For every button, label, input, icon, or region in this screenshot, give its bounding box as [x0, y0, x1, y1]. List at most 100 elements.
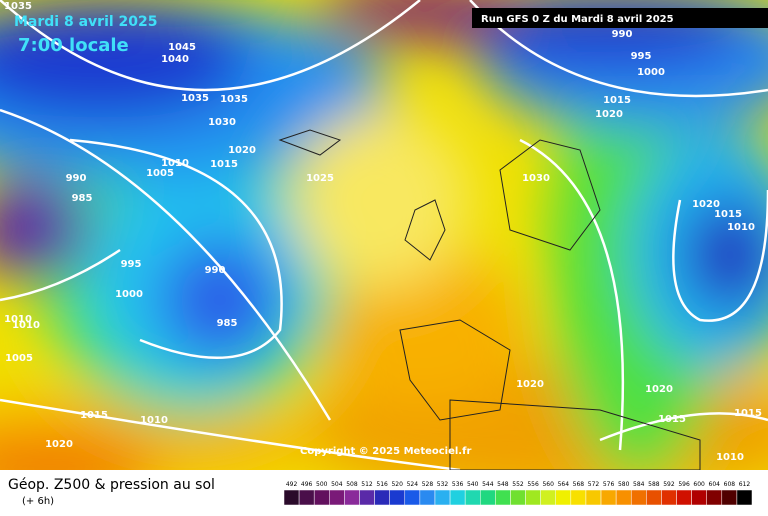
isobars — [0, 0, 768, 470]
isobar-label: 1005 — [146, 168, 174, 179]
run-info: Run GFS 0 Z du Mardi 8 avril 2025 — [481, 14, 674, 25]
isobar-label: 995 — [121, 259, 142, 270]
colorbar-label: 592 — [663, 481, 675, 488]
isobar-label: 1015 — [714, 209, 742, 220]
isobar-label: 990 — [612, 29, 633, 40]
colorbar-swatch — [298, 489, 315, 506]
run-banner — [472, 8, 768, 28]
colorbar-swatch — [630, 489, 647, 506]
colorbar-label: 508 — [346, 481, 358, 488]
colorbar-label: 572 — [588, 481, 600, 488]
colorbar-label: 580 — [618, 481, 630, 488]
colorbar-swatch — [419, 489, 436, 506]
isobar-label: 1005 — [5, 353, 33, 364]
isobar-label: 1020 — [595, 109, 623, 120]
colorbar-swatch — [434, 489, 451, 506]
isobar-label: 1035 — [220, 94, 248, 105]
colorbar-swatch — [691, 489, 707, 506]
colorbar-swatch — [585, 489, 602, 506]
isobar-label: 990 — [205, 265, 226, 276]
colorbar-label: 504 — [331, 481, 343, 488]
colorbar: 492 496 500 504 508 512 516 520 524 528 532 536 540 5… — [283, 481, 753, 506]
isobar-label: 985 — [72, 193, 93, 204]
footer-step: (+ 6h) — [22, 496, 54, 507]
colorbar-swatch — [359, 489, 375, 506]
isobar-label: 1015 — [210, 159, 238, 170]
colorbar-swatch — [615, 489, 632, 506]
colorbar-swatch — [661, 489, 677, 506]
colorbar-label: 556 — [527, 481, 539, 488]
isobar-label: 1025 — [306, 173, 334, 184]
colorbar-label: 600 — [693, 481, 705, 488]
colorbar-swatch — [389, 489, 406, 506]
colorbar-swatch — [721, 489, 738, 506]
colorbar-label: 548 — [497, 481, 509, 488]
date: Mardi 8 avril 2025 — [14, 14, 158, 30]
isobar-label: 1015 — [658, 414, 686, 425]
isobar-label: 1000 — [115, 289, 143, 300]
colorbar-label: 544 — [482, 481, 494, 488]
colorbar-label: 516 — [376, 481, 388, 488]
isobar-label: 1045 — [168, 42, 196, 53]
colorbar-label: 584 — [633, 481, 645, 488]
isobar-label: 1020 — [645, 384, 673, 395]
isobar-label: 1015 — [603, 95, 631, 106]
colorbar-swatch — [329, 489, 345, 506]
time: 7:00 locale — [18, 35, 129, 56]
colorbar-swatch — [510, 489, 526, 506]
isobar-label: 1030 — [208, 117, 236, 128]
isobar-label: 1020 — [45, 439, 73, 450]
isobar-label: 1000 — [637, 67, 665, 78]
colorbar-swatch — [570, 489, 587, 506]
colorbar-label: 520 — [391, 481, 403, 488]
colorbar-label: 596 — [678, 481, 690, 488]
isobar-label: 1015 — [734, 408, 762, 419]
geopotential-field — [0, 0, 768, 500]
isobar-label: 1035 — [4, 1, 32, 12]
colorbar-swatch — [600, 489, 617, 506]
colorbar-label: 560 — [542, 481, 554, 488]
isobar-label: 1010 — [140, 415, 168, 426]
isobar-label: 1010 — [727, 222, 755, 233]
footer-title: Géop. Z500 & pression au sol — [8, 477, 215, 493]
colorbar-label: 496 — [301, 481, 313, 488]
colorbar-swatch — [706, 489, 723, 506]
colorbar-label: 500 — [316, 481, 328, 488]
colorbar-label: 608 — [724, 481, 736, 488]
isobar-label: 1010 — [12, 320, 40, 331]
colorbar-label: 612 — [739, 481, 751, 488]
isobar-label: 995 — [631, 51, 652, 62]
colorbar-swatch — [555, 489, 572, 506]
colorbar-label: 564 — [558, 481, 570, 488]
colorbar-swatch — [404, 489, 421, 506]
colorbar-label: 568 — [573, 481, 585, 488]
colorbar-swatch — [344, 489, 360, 506]
colorbar-label: 512 — [361, 481, 373, 488]
colorbar-label: 540 — [467, 481, 479, 488]
isobar-label: 1020 — [692, 199, 720, 210]
colorbar-label: 532 — [437, 481, 449, 488]
isobar-label: 1040 — [161, 54, 189, 65]
colorbar-swatch — [736, 489, 753, 506]
isobar-label: 1015 — [80, 410, 108, 421]
colorbar-swatch — [525, 489, 541, 506]
coastlines — [278, 129, 701, 471]
isobar-label: 1010 — [4, 314, 32, 325]
isobar-label: 1020 — [228, 145, 256, 156]
colorbar-swatch — [480, 489, 496, 506]
isobar-label: 990 — [66, 173, 87, 184]
colorbar-label: 536 — [452, 481, 464, 488]
colorbar-swatch — [449, 489, 466, 506]
colorbar-swatch — [313, 489, 330, 506]
colorbar-swatch — [464, 489, 481, 506]
colorbar-swatch — [495, 489, 511, 506]
isobar-label: 1020 — [516, 379, 544, 390]
isobar-label: 1035 — [181, 93, 209, 104]
colorbar-label: 528 — [422, 481, 434, 488]
colorbar-label: 588 — [648, 481, 660, 488]
isobar-label: 985 — [217, 318, 238, 329]
colorbar-label: 524 — [407, 481, 419, 488]
